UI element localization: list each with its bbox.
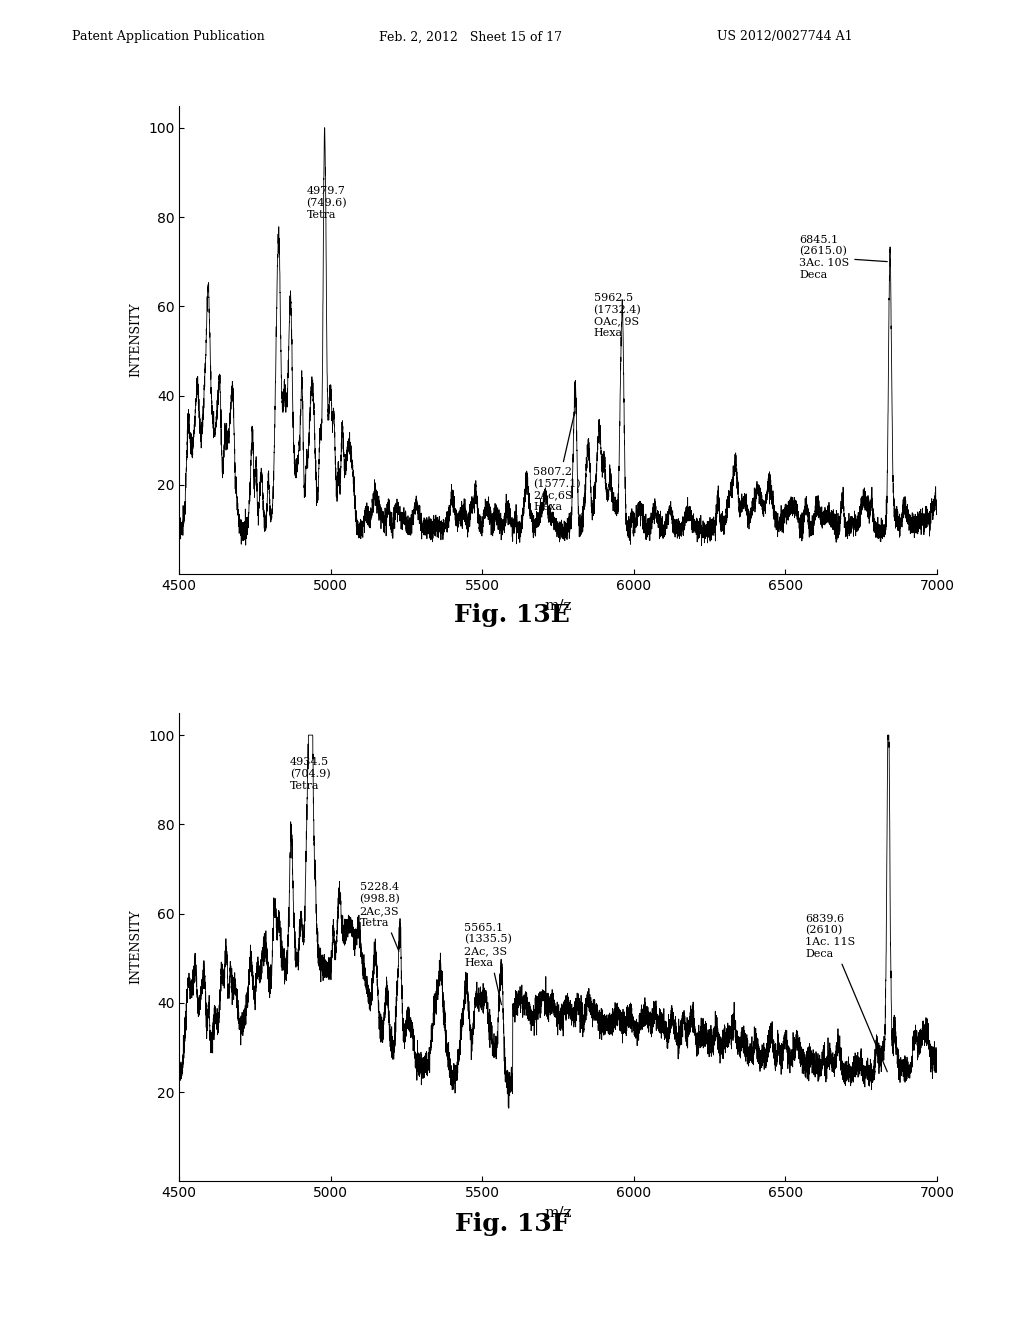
Text: 5565.1
(1335.5)
2Ac, 3S
Hexa: 5565.1 (1335.5) 2Ac, 3S Hexa: [464, 923, 512, 1005]
Text: 4979.7
(749.6)
Tetra: 4979.7 (749.6) Tetra: [306, 186, 347, 219]
Text: Fig. 13E: Fig. 13E: [454, 603, 570, 627]
Text: 5228.4
(998.8)
2Ac,3S
Tetra: 5228.4 (998.8) 2Ac,3S Tetra: [359, 882, 400, 952]
Text: Feb. 2, 2012   Sheet 15 of 17: Feb. 2, 2012 Sheet 15 of 17: [379, 30, 562, 44]
Text: US 2012/0027744 A1: US 2012/0027744 A1: [717, 30, 852, 44]
Text: 6845.1
(2615.0)
3Ac. 10S
Deca: 6845.1 (2615.0) 3Ac. 10S Deca: [799, 235, 887, 280]
X-axis label: m/z: m/z: [545, 598, 571, 612]
Text: Fig. 13F: Fig. 13F: [455, 1212, 569, 1236]
Text: 4934.5
(704.9)
Tetra: 4934.5 (704.9) Tetra: [290, 758, 331, 791]
Y-axis label: INTENSITY: INTENSITY: [129, 302, 142, 378]
Y-axis label: INTENSITY: INTENSITY: [129, 909, 142, 985]
Text: 6839.6
(2610)
1Ac. 11S
Deca: 6839.6 (2610) 1Ac. 11S Deca: [805, 913, 887, 1072]
Text: 5962.5
(1732.4)
OAc, 9S
Hexa: 5962.5 (1732.4) OAc, 9S Hexa: [594, 293, 641, 338]
Text: 5807.2
(1577.1)
2Ac,6S
Hexa: 5807.2 (1577.1) 2Ac,6S Hexa: [534, 412, 581, 512]
X-axis label: m/z: m/z: [545, 1205, 571, 1220]
Text: Patent Application Publication: Patent Application Publication: [72, 30, 264, 44]
